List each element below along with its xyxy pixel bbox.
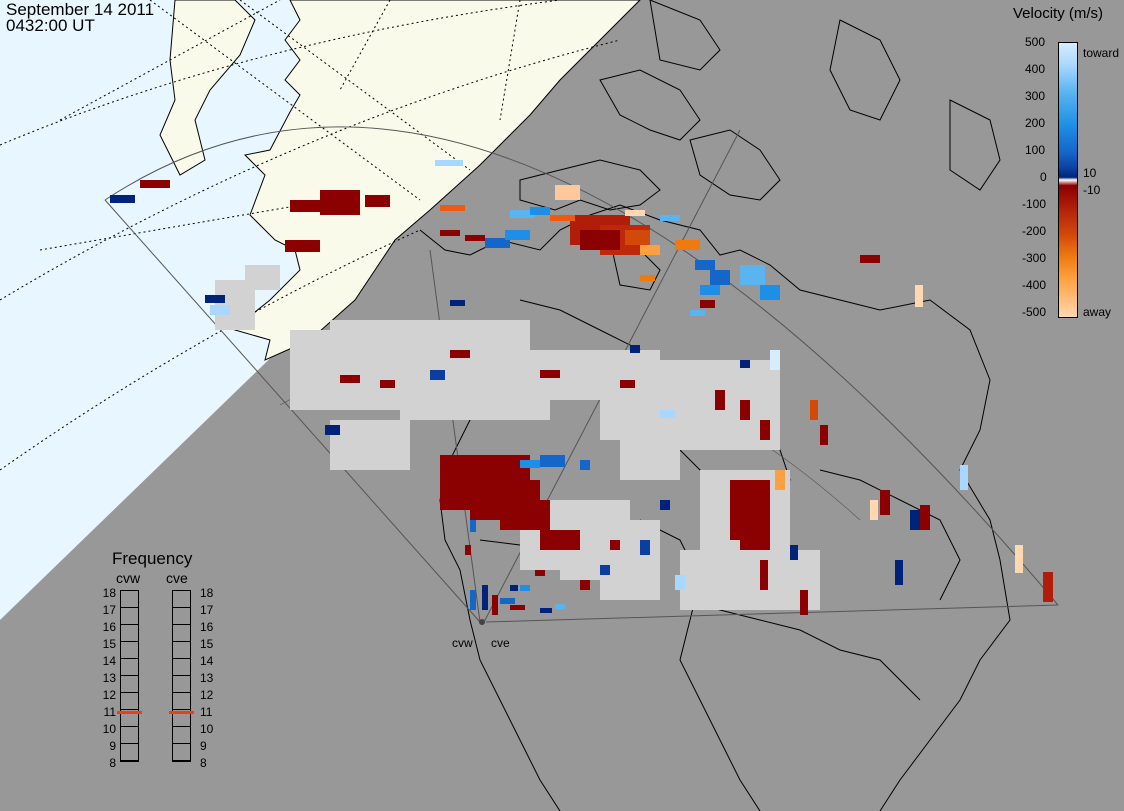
frequency-tick-right-12: 12 bbox=[200, 688, 214, 702]
frequency-title: Frequency bbox=[112, 549, 193, 568]
colorbar-tick-m300: -300 bbox=[1022, 251, 1047, 265]
radar-site-marker bbox=[479, 619, 485, 625]
colorbar-tick-m10: -10 bbox=[1083, 183, 1101, 197]
frequency-tick-left-11: 11 bbox=[103, 705, 116, 719]
colorbar-tick-m500: -500 bbox=[1022, 305, 1047, 319]
frequency-marker-cvw bbox=[117, 711, 142, 715]
colorbar-tick-300: 300 bbox=[1025, 89, 1046, 103]
frequency-tick-left-10: 10 bbox=[102, 722, 116, 736]
frequency-tick-right-14: 14 bbox=[200, 654, 214, 668]
colorbar-tick-0: 0 bbox=[1040, 170, 1047, 184]
frequency-tick-right-17: 17 bbox=[200, 603, 214, 617]
frequency-gauge-cvw bbox=[120, 590, 139, 762]
frequency-tick-right-10: 10 bbox=[200, 722, 214, 736]
colorbar-toward-label: toward bbox=[1083, 46, 1120, 60]
frequency-tick-left-16: 16 bbox=[102, 620, 116, 634]
colorbar-tick-m100: -100 bbox=[1022, 197, 1047, 211]
frequency-tick-right-9: 9 bbox=[200, 739, 207, 753]
frequency-marker-cve bbox=[169, 711, 194, 715]
colorbar-tick-100: 100 bbox=[1025, 143, 1046, 157]
frequency-tick-right-8: 8 bbox=[200, 756, 207, 770]
frequency-tick-left-15: 15 bbox=[102, 637, 116, 651]
colorbar-tick-10: 10 bbox=[1083, 166, 1097, 180]
frequency-tick-left-12: 12 bbox=[102, 688, 116, 702]
colorbar-tick-m200: -200 bbox=[1022, 224, 1047, 238]
frequency-tick-left-13: 13 bbox=[102, 671, 116, 685]
frequency-tick-left-18: 18 bbox=[102, 586, 116, 600]
graticule-lines bbox=[0, 0, 621, 471]
velocity-cells bbox=[110, 160, 1053, 615]
colorbar-tick-200: 200 bbox=[1025, 116, 1046, 130]
velocity-colorbar bbox=[1058, 42, 1078, 318]
frequency-tick-right-11: 11 bbox=[200, 705, 213, 719]
colorbar-tick-500: 500 bbox=[1025, 35, 1046, 49]
frequency-scale-right: 18 17 16 15 14 13 12 11 10 9 8 bbox=[200, 585, 220, 772]
chukotka-land bbox=[159, 0, 256, 176]
frequency-tick-right-13: 13 bbox=[200, 671, 214, 685]
freq-radar-label-cve: cve bbox=[166, 570, 188, 586]
radar-label-cve: cve bbox=[491, 636, 510, 650]
colorbar-tick-400: 400 bbox=[1025, 62, 1046, 76]
frequency-tick-left-14: 14 bbox=[102, 654, 116, 668]
frequency-scale-left: 18 17 16 15 14 13 12 11 10 9 8 bbox=[96, 585, 116, 772]
date-label: September 14 2011 bbox=[6, 0, 155, 19]
frequency-tick-right-15: 15 bbox=[200, 637, 214, 651]
frequency-tick-left-17: 17 bbox=[102, 603, 116, 617]
frequency-gauge-cve bbox=[172, 590, 191, 762]
frequency-tick-left-8: 8 bbox=[109, 756, 116, 770]
time-label: 0432:00 UT bbox=[6, 16, 95, 35]
colorbar-tick-m400: -400 bbox=[1022, 278, 1047, 292]
frequency-tick-left-9: 9 bbox=[109, 739, 116, 753]
frequency-tick-right-16: 16 bbox=[200, 620, 214, 634]
frequency-tick-right-18: 18 bbox=[200, 586, 214, 600]
colorbar-title: Velocity (m/s) bbox=[1013, 5, 1104, 22]
radar-label-cvw: cvw bbox=[452, 636, 473, 650]
colorbar-away-label: away bbox=[1083, 305, 1112, 319]
freq-radar-label-cvw: cvw bbox=[116, 570, 141, 586]
